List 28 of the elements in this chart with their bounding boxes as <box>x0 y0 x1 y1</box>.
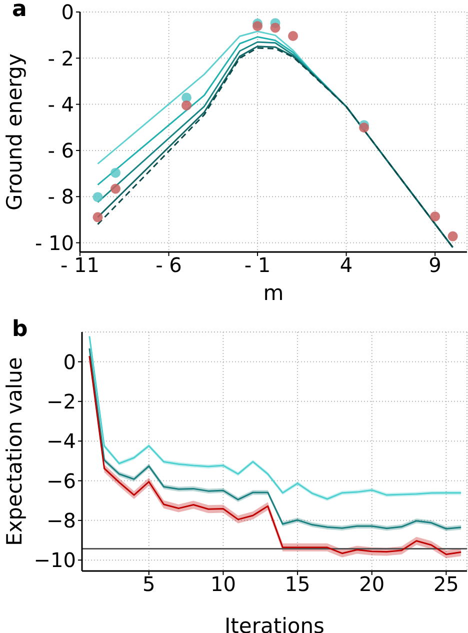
x-axis-title: Iterations <box>224 614 325 633</box>
x-tick-label: 10 <box>210 572 236 596</box>
x-tick-label: 20 <box>359 572 385 596</box>
y-tick-label: −8 <box>46 508 76 533</box>
chart-title: a <box>12 0 27 22</box>
x-tick-label: 9 <box>428 253 442 278</box>
y-tick-label: 0 <box>63 350 76 374</box>
y-tick-label: −2 <box>46 390 76 414</box>
y-tick-label: −6 <box>46 468 76 493</box>
y-tick-label: −4 <box>46 429 76 454</box>
y-tick-label: - 6 <box>48 138 74 163</box>
x-tick-label: 4 <box>340 253 353 278</box>
x-axis-title: m <box>263 281 284 305</box>
x-tick-label: 5 <box>142 572 156 596</box>
chart-title: b <box>12 317 28 342</box>
y-tick-label: 0 <box>61 0 74 24</box>
x-tick-label: 15 <box>284 572 310 596</box>
y-axis-title: Expectation value <box>2 357 26 546</box>
x-tick-label: - 6 <box>156 253 182 278</box>
y-tick-label: - 10 <box>34 230 74 255</box>
x-tick-label: - 11 <box>60 253 100 278</box>
y-axis-title: Ground energy <box>2 53 26 211</box>
y-tick-label: - 4 <box>48 92 74 116</box>
x-tick-label: - 1 <box>244 253 271 278</box>
y-tick-label: - 8 <box>48 184 74 209</box>
x-tick-label: 25 <box>433 572 459 596</box>
y-tick-label: - 2 <box>48 46 74 70</box>
y-tick-label: −10 <box>34 548 76 572</box>
